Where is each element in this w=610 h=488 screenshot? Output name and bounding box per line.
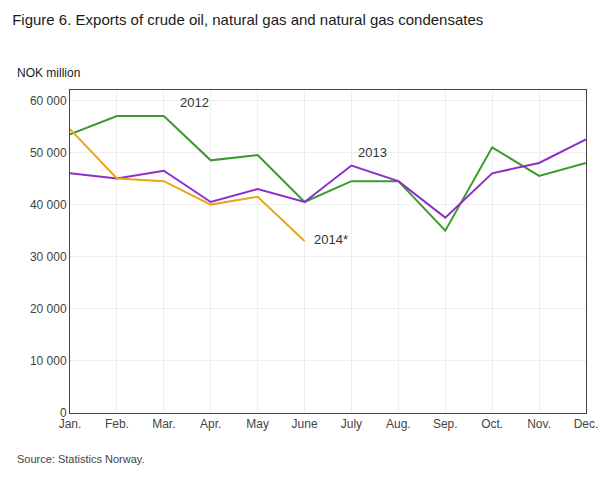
- svg-text:2013: 2013: [358, 145, 387, 160]
- svg-text:2014*: 2014*: [314, 232, 348, 247]
- svg-text:May: May: [246, 417, 269, 431]
- svg-text:60 000: 60 000: [30, 94, 67, 108]
- svg-text:Source: Statistics Norway.: Source: Statistics Norway.: [17, 453, 145, 465]
- svg-text:Figure 6. Exports of crude oil: Figure 6. Exports of crude oil, natural …: [12, 11, 483, 28]
- svg-text:July: July: [341, 417, 362, 431]
- svg-text:0: 0: [60, 406, 67, 420]
- svg-text:Mar.: Mar.: [152, 417, 175, 431]
- svg-text:40 000: 40 000: [30, 198, 67, 212]
- svg-text:Jan.: Jan.: [59, 417, 82, 431]
- svg-text:50 000: 50 000: [30, 146, 67, 160]
- svg-text:June: June: [292, 417, 318, 431]
- svg-text:Dec.: Dec.: [574, 417, 599, 431]
- svg-text:Sep.: Sep.: [433, 417, 458, 431]
- svg-text:Oct.: Oct.: [481, 417, 503, 431]
- svg-text:Nov.: Nov.: [527, 417, 551, 431]
- svg-text:2012: 2012: [180, 95, 209, 110]
- svg-text:30 000: 30 000: [30, 250, 67, 264]
- svg-text:20 000: 20 000: [30, 302, 67, 316]
- svg-text:Apr.: Apr.: [200, 417, 221, 431]
- svg-text:NOK million: NOK million: [17, 66, 80, 80]
- svg-text:Aug.: Aug.: [386, 417, 411, 431]
- svg-text:10 000: 10 000: [30, 354, 67, 368]
- svg-text:Feb.: Feb.: [105, 417, 129, 431]
